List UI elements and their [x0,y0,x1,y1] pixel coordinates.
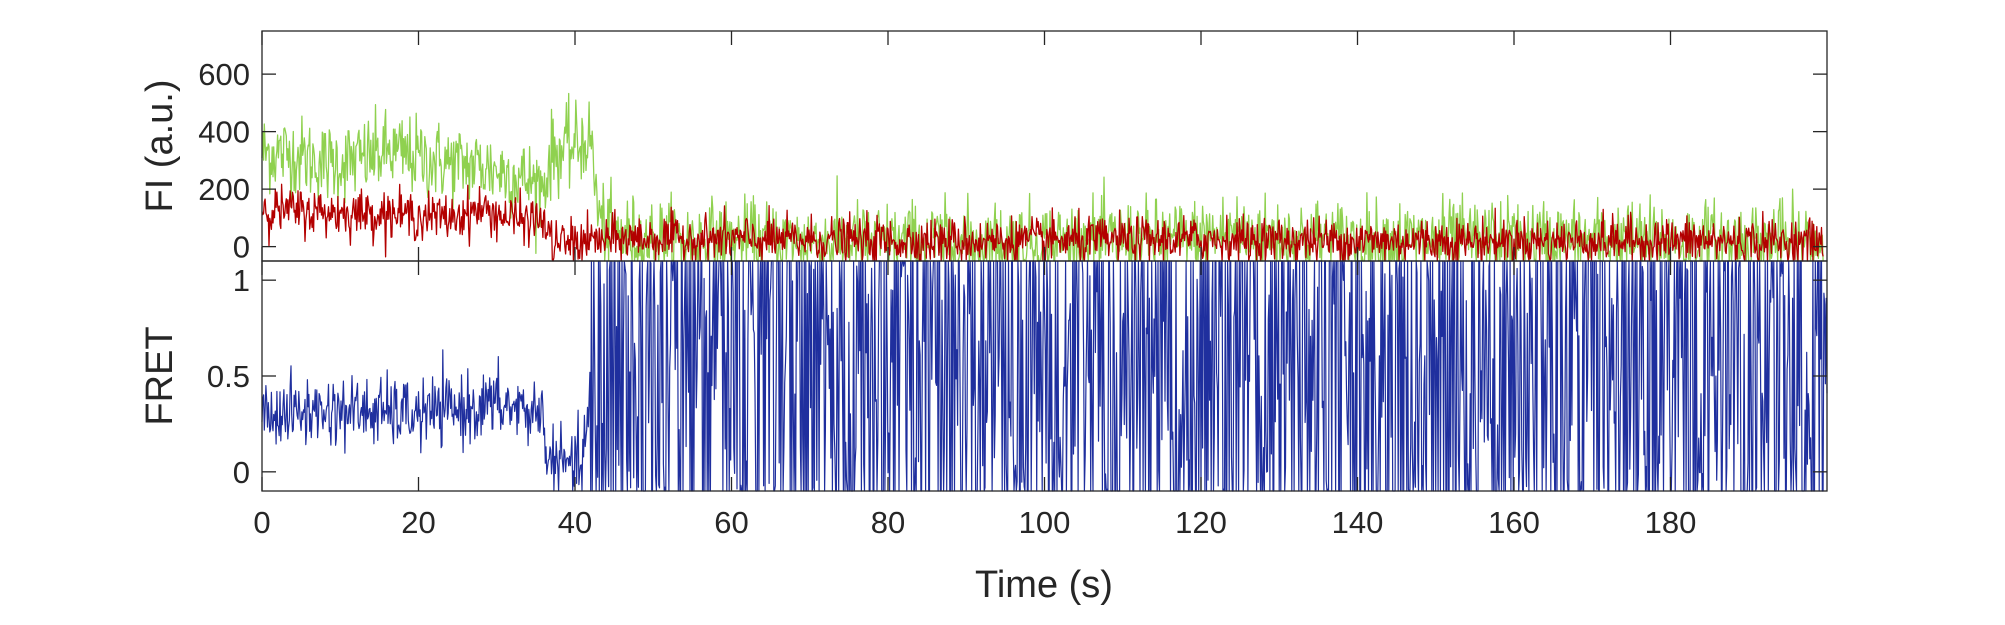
x-axis-label: Time (s) [975,564,1113,606]
y-tick-label: 0.5 [207,359,250,394]
x-tick-label: 140 [1332,505,1384,540]
x-tick-label: 60 [714,505,748,540]
x-tick-label: 100 [1019,505,1071,540]
y-tick-label: 200 [198,172,250,207]
fret-panel: 0 0.5 1 0 20 40 60 80 100 120 140 160 180 FRET [139,260,1828,540]
fret-y-axis-label: FRET [139,326,181,425]
intensity-panel: 0 200 400 600 FI (a.u.) [139,30,1828,265]
intensity-trace-1 [261,183,1824,262]
fret-trace-0 [261,260,1828,492]
y-tick-label: 400 [198,115,250,150]
y-tick-label: 0 [233,230,250,265]
x-tick-label: 20 [401,505,435,540]
fret-axis-ticks: 0 0.5 1 0 20 40 60 80 100 120 140 160 180 [207,261,1827,540]
fret-series-group [261,260,1828,492]
intensity-series-group [261,92,1824,262]
x-tick-label: 0 [253,505,270,540]
y-tick-label: 600 [198,57,250,92]
x-tick-label: 40 [558,505,592,540]
intensity-y-ticks: 0 200 400 600 [198,31,1827,265]
x-tick-label: 180 [1645,505,1697,540]
intensity-y-axis-label: FI (a.u.) [139,79,181,212]
x-tick-label: 160 [1488,505,1540,540]
y-tick-label: 0 [233,455,250,490]
y-tick-label: 1 [233,263,250,298]
x-tick-label: 80 [871,505,905,540]
x-tick-label: 120 [1175,505,1227,540]
